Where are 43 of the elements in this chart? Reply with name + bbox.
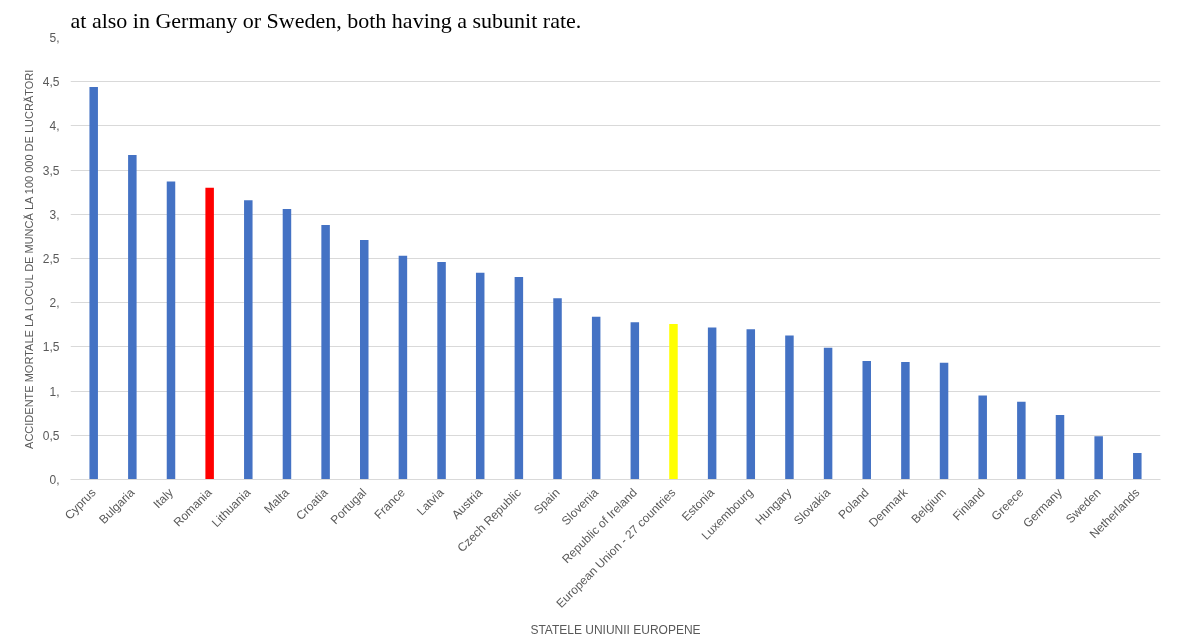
bar — [707, 327, 717, 480]
bar — [746, 329, 756, 480]
y-tick-label: 2, — [49, 296, 60, 311]
bar — [514, 277, 524, 480]
bar — [360, 239, 369, 480]
bar — [591, 316, 601, 480]
bar — [398, 255, 408, 480]
y-tick-label: 0,5 — [42, 428, 60, 443]
bar — [939, 362, 949, 480]
y-tick-label: 3,5 — [42, 163, 60, 178]
bar — [128, 155, 137, 480]
bar — [862, 361, 871, 480]
text: at also in Germany or Sweden, both having a subunit rate. — [70, 7, 582, 33]
bar — [282, 209, 292, 480]
bar — [89, 87, 98, 480]
x-tick-label: Italy — [150, 485, 176, 512]
y-tick-label: 2,5 — [42, 252, 60, 266]
bar — [321, 224, 330, 480]
y-tick-label: 3, — [49, 207, 60, 222]
bar — [553, 298, 562, 480]
bar — [475, 272, 485, 480]
bar — [978, 395, 987, 480]
y-tick-label: 4, — [49, 119, 60, 134]
bar — [1055, 414, 1065, 480]
y-tick-label: 4,5 — [42, 75, 60, 90]
bar — [901, 361, 910, 480]
y-axis-title: ACCIDENTE MORTALE LA LOCUL DE MUNCĂ LA 100 000 DE LUCRĂTORI — [22, 69, 35, 449]
x-axis-title: STATELE UNIUNII EUROPENE — [530, 623, 701, 638]
bar — [823, 347, 833, 480]
bar — [669, 323, 678, 480]
bar — [630, 322, 640, 480]
y-tick-label: 5, — [49, 31, 60, 45]
bar — [437, 262, 446, 480]
bar — [205, 187, 214, 480]
bar — [166, 181, 176, 480]
y-tick-label: 1,5 — [42, 340, 60, 355]
bar — [785, 335, 794, 480]
bar — [1094, 436, 1103, 480]
bar — [244, 200, 253, 480]
bar — [1017, 401, 1026, 480]
bar — [1133, 452, 1142, 480]
y-tick-label: 1, — [49, 384, 60, 399]
y-tick-label: 0, — [49, 473, 60, 487]
